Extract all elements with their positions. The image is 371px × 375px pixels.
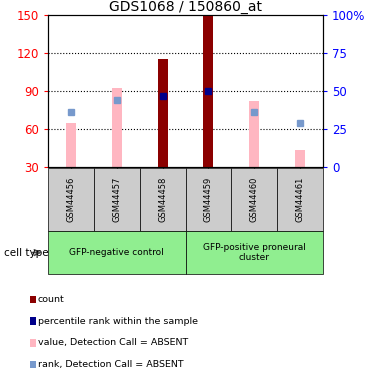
Bar <box>203 15 213 167</box>
Text: percentile rank within the sample: percentile rank within the sample <box>37 317 198 326</box>
Text: value, Detection Call = ABSENT: value, Detection Call = ABSENT <box>37 339 188 348</box>
Bar <box>203 15 213 167</box>
Bar <box>295 150 305 167</box>
Text: GSM44457: GSM44457 <box>112 177 121 222</box>
Text: count: count <box>37 295 64 304</box>
Text: cell type: cell type <box>4 248 48 258</box>
Text: rank, Detection Call = ABSENT: rank, Detection Call = ABSENT <box>37 360 183 369</box>
Title: GDS1068 / 150860_at: GDS1068 / 150860_at <box>109 0 262 14</box>
Text: GSM44458: GSM44458 <box>158 177 167 222</box>
Bar <box>158 59 168 167</box>
Text: GFP-positive proneural
cluster: GFP-positive proneural cluster <box>203 243 306 262</box>
Text: GSM44461: GSM44461 <box>295 177 304 222</box>
Text: GSM44456: GSM44456 <box>67 177 76 222</box>
Bar <box>112 88 122 167</box>
Text: GSM44460: GSM44460 <box>250 177 259 222</box>
Text: GSM44459: GSM44459 <box>204 177 213 222</box>
Text: GFP-negative control: GFP-negative control <box>69 248 164 257</box>
Bar <box>66 123 76 167</box>
Bar <box>249 101 259 167</box>
Bar <box>158 59 168 167</box>
